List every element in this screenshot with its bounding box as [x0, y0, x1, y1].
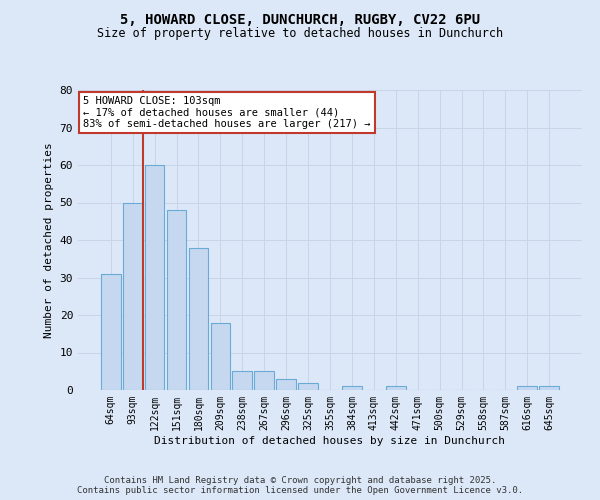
Bar	[342, 386, 362, 390]
Bar	[276, 379, 296, 390]
Bar	[539, 386, 559, 390]
Bar	[101, 274, 121, 390]
Bar	[232, 371, 252, 390]
Bar	[167, 210, 187, 390]
Bar	[145, 165, 164, 390]
Bar	[188, 248, 208, 390]
Bar	[386, 386, 406, 390]
Text: Contains HM Land Registry data © Crown copyright and database right 2025.
Contai: Contains HM Land Registry data © Crown c…	[77, 476, 523, 495]
Bar	[211, 322, 230, 390]
Text: 5 HOWARD CLOSE: 103sqm
← 17% of detached houses are smaller (44)
83% of semi-det: 5 HOWARD CLOSE: 103sqm ← 17% of detached…	[83, 96, 371, 129]
Bar	[298, 382, 318, 390]
Y-axis label: Number of detached properties: Number of detached properties	[44, 142, 54, 338]
Bar	[254, 371, 274, 390]
Bar	[123, 202, 143, 390]
X-axis label: Distribution of detached houses by size in Dunchurch: Distribution of detached houses by size …	[155, 436, 505, 446]
Text: Size of property relative to detached houses in Dunchurch: Size of property relative to detached ho…	[97, 28, 503, 40]
Bar	[517, 386, 537, 390]
Text: 5, HOWARD CLOSE, DUNCHURCH, RUGBY, CV22 6PU: 5, HOWARD CLOSE, DUNCHURCH, RUGBY, CV22 …	[120, 12, 480, 26]
